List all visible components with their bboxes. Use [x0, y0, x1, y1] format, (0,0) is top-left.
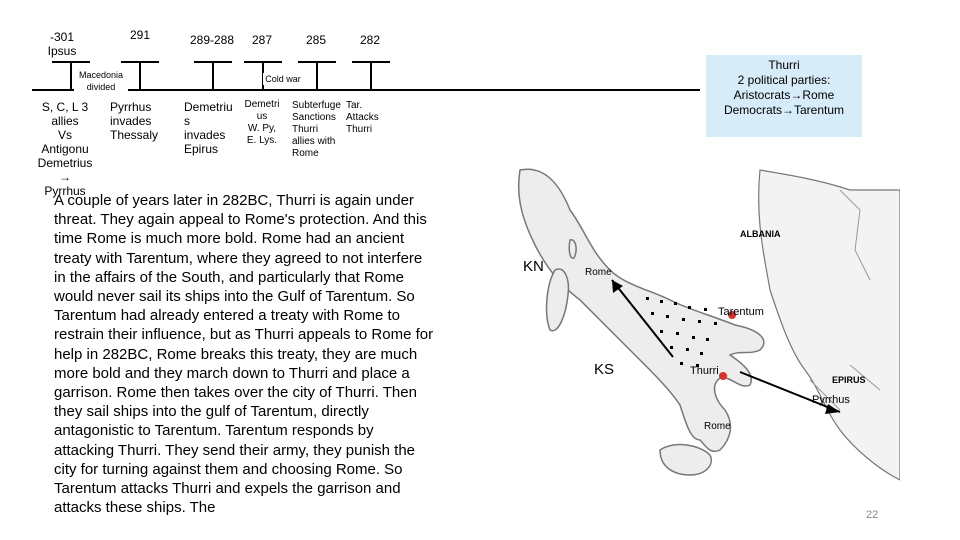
year-ipsus: -301 Ipsus — [47, 30, 77, 58]
arrow-to-epirus-head — [825, 404, 840, 414]
label-rome-top: Rome — [585, 267, 612, 278]
timeline-graphic — [32, 61, 700, 91]
label-tarentum: Tarentum — [718, 306, 764, 318]
corsica-outline — [568, 239, 577, 259]
event-alliance: S, C, L 3 allies Vs Antigonu Demetrius →… — [37, 100, 93, 198]
balkans-outline — [758, 169, 901, 481]
slide-number: 22 — [866, 509, 879, 521]
tarentum-dotted-region — [646, 297, 717, 367]
label-kn: KN — [523, 258, 544, 275]
label-albania: ALBANIA — [740, 229, 781, 239]
thurri-democrats: Democrats→Tarentum — [723, 103, 845, 117]
event-demetrius-split: Demetri us W. Py, E. Lys. — [244, 99, 280, 146]
tick-285 — [298, 61, 336, 90]
year-285: 285 — [305, 33, 327, 47]
tarentum-dot — [728, 311, 736, 319]
year-287: 287 — [251, 33, 273, 47]
tick-291 — [121, 61, 159, 90]
tick-282 — [352, 61, 390, 90]
event-tarentum-attacks: Tar. Attacks Thurri — [346, 100, 379, 135]
label-pyrrhus: Pyrrhus — [812, 394, 850, 406]
label-ks: KS — [594, 361, 615, 378]
sicily-outline — [659, 443, 712, 476]
year-291: 291 — [129, 28, 151, 42]
sardinia-outline — [545, 268, 570, 332]
arrow-to-epirus — [739, 371, 841, 413]
tick-ipsus — [52, 61, 90, 90]
thurri-parties: 2 political parties: — [737, 73, 831, 87]
year-282: 282 — [359, 33, 381, 47]
event-pyrrhus-thessaly: Pyrrhus invades Thessaly — [110, 100, 159, 142]
map-italy: ALBANIA KN Rome Tarentum KS Thurri EPIRU… — [460, 150, 901, 535]
balkans-borders — [809, 189, 881, 411]
tick-289 — [194, 61, 232, 90]
label-thurri: Thurri — [690, 365, 719, 377]
label-epirus: EPIRUS — [832, 375, 866, 385]
thurri-aristocrats: Aristocrats→Rome — [733, 88, 835, 102]
label-rome-bottom: Rome — [704, 421, 731, 432]
thurri-info-box: Thurri 2 political parties: Aristocrats→… — [706, 55, 862, 137]
thurri-dot — [719, 372, 727, 380]
macedonia-divided-label: Macedonia divided — [74, 69, 128, 93]
cold-war-label: Cold war — [263, 73, 303, 85]
event-subterfuge: Subterfuge Sanctions Thurri allies with … — [292, 100, 341, 159]
body-paragraph: A couple of years later in 282BC, Thurri… — [54, 192, 434, 517]
thurri-title: Thurri — [768, 58, 800, 72]
year-289-288: 289-288 — [189, 33, 235, 47]
arrow-to-rome — [611, 279, 674, 358]
map-graphic — [517, 168, 901, 481]
event-demetrius-epirus: Demetriu s invades Epirus — [184, 100, 233, 156]
arrow-to-rome-head — [612, 280, 623, 293]
